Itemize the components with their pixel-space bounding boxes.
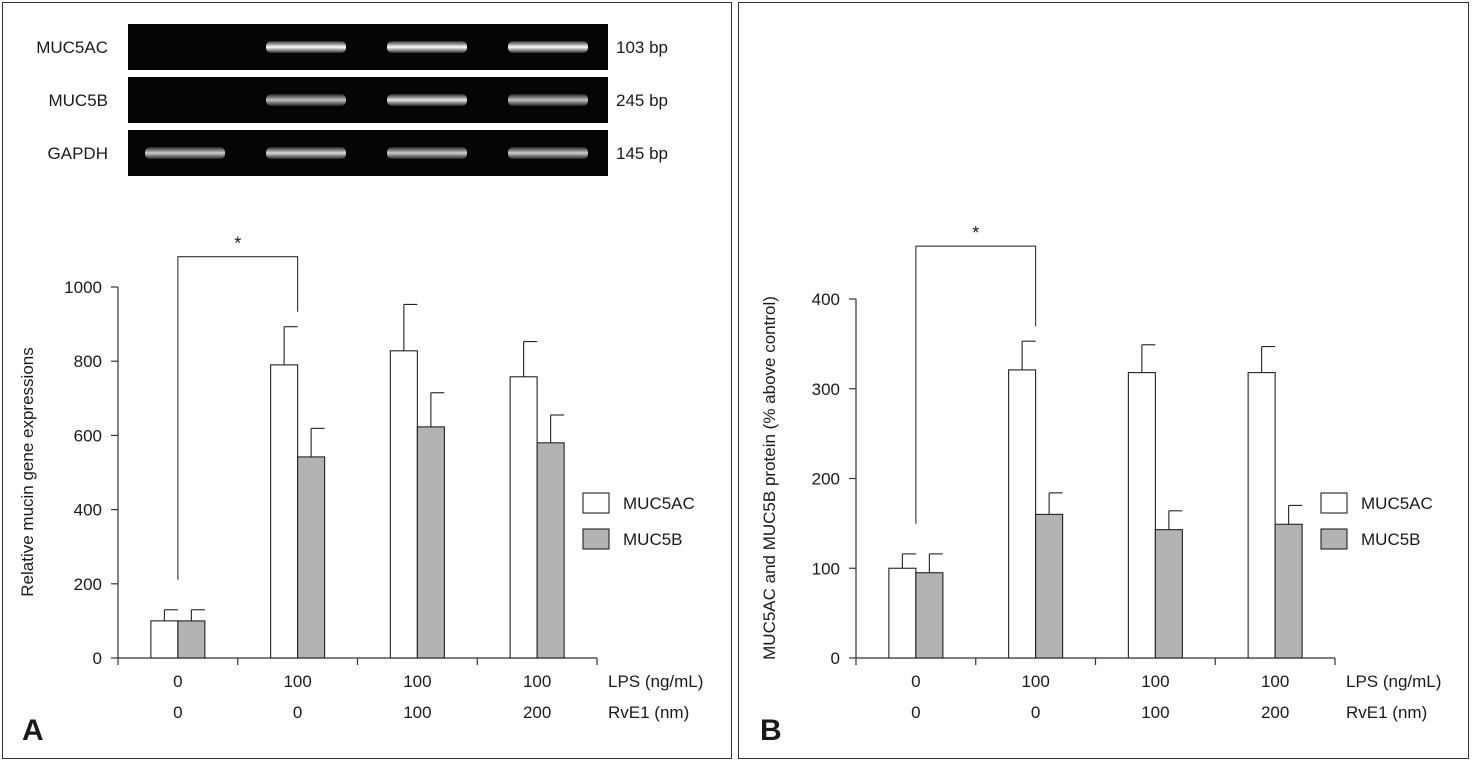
y-tick-label: 200 xyxy=(74,575,102,594)
gel-band xyxy=(266,94,346,106)
gel-band xyxy=(387,94,467,106)
y-tick-label: 1000 xyxy=(64,278,102,297)
bar-muc5ac-3 xyxy=(1247,372,1276,659)
x-row-value: 0 xyxy=(293,703,302,722)
gel-band xyxy=(266,147,346,159)
y-tick-label: 400 xyxy=(74,501,102,520)
legend-swatch-muc5ac xyxy=(1320,492,1348,514)
legend-swatch-muc5b xyxy=(582,528,610,550)
y-tick-label: 800 xyxy=(74,352,102,371)
legend-label-muc5ac: MUC5AC xyxy=(623,494,695,513)
bar-muc5b-0 xyxy=(177,620,206,659)
panel-letter-a: A xyxy=(22,714,44,747)
legend-label-muc5b: MUC5B xyxy=(623,530,683,549)
x-row-value: 100 xyxy=(523,672,551,691)
bar-muc5b-2 xyxy=(1154,529,1183,659)
significance-star: * xyxy=(234,234,241,254)
gel-size-label: 245 bp xyxy=(616,91,668,110)
bar-muc5b-0 xyxy=(915,572,944,659)
y-tick-label: 100 xyxy=(812,559,840,578)
x-row-value: 100 xyxy=(1021,672,1049,691)
gel-band xyxy=(387,147,467,159)
gel-row-label: GAPDH xyxy=(48,144,108,163)
gel-band xyxy=(266,41,346,53)
legend-swatch-muc5b xyxy=(1320,528,1348,550)
gel-image: MUC5AC 103 bp MUC5B 245 bp GAPDH 145 bp xyxy=(36,24,668,176)
x-row-value: 100 xyxy=(283,672,311,691)
y-tick-label: 400 xyxy=(812,290,840,309)
gel-band xyxy=(145,147,225,159)
x-row-label: LPS (ng/mL) xyxy=(1346,672,1441,691)
legend-swatch-muc5ac xyxy=(582,492,610,514)
x-row-value: 0 xyxy=(173,703,182,722)
y-tick-label: 0 xyxy=(93,649,102,668)
bar-muc5ac-0 xyxy=(888,567,917,659)
bar-muc5b-3 xyxy=(1274,523,1303,659)
gel-band xyxy=(508,41,588,53)
x-row-label: RvE1 (nm) xyxy=(1346,703,1427,722)
legend-label-muc5b: MUC5B xyxy=(1361,530,1421,549)
y-axis-label: Relative mucin gene expressions xyxy=(18,347,37,596)
gel-band xyxy=(508,147,588,159)
bar-muc5ac-0 xyxy=(150,620,179,659)
x-row-value: 0 xyxy=(1031,703,1040,722)
x-row-value: 100 xyxy=(403,672,431,691)
gel-band xyxy=(508,94,588,106)
x-row-value: 0 xyxy=(173,672,182,691)
bar-muc5b-1 xyxy=(1035,513,1064,659)
gel-row-label: MUC5AC xyxy=(36,38,108,57)
y-tick-label: 200 xyxy=(812,470,840,489)
y-tick-label: 600 xyxy=(74,426,102,445)
x-row-label: LPS (ng/mL) xyxy=(608,672,703,691)
significance-bracket xyxy=(915,245,1037,524)
x-row-value: 100 xyxy=(1141,703,1169,722)
gel-size-label: 103 bp xyxy=(616,38,668,57)
y-axis-label: MUC5AC and MUC5B protein (% above contro… xyxy=(760,296,779,660)
bar-muc5ac-3 xyxy=(509,376,538,659)
bar-muc5ac-2 xyxy=(1127,372,1156,659)
gel-band xyxy=(387,41,467,53)
x-row-value: 200 xyxy=(1261,703,1289,722)
y-tick-label: 0 xyxy=(831,649,840,668)
significance-bracket xyxy=(177,256,299,580)
y-tick-label: 300 xyxy=(812,380,840,399)
bar-muc5b-2 xyxy=(416,426,445,659)
bar-muc5b-3 xyxy=(536,442,565,659)
panel-a xyxy=(2,2,732,759)
bar-muc5ac-1 xyxy=(1008,369,1037,659)
panel-b-chart: 0 100 200 300 400 MUC5AC and MUC5B protein (%… xyxy=(760,223,1441,747)
panel-letter-b: B xyxy=(760,714,782,747)
x-row-value: 200 xyxy=(523,703,551,722)
gel-row-label: MUC5B xyxy=(48,91,108,110)
bar-muc5ac-1 xyxy=(270,364,299,659)
x-row-value: 100 xyxy=(403,703,431,722)
panel-b xyxy=(738,2,1469,759)
bar-muc5b-1 xyxy=(297,456,326,659)
x-row-value: 0 xyxy=(911,672,920,691)
x-row-value: 0 xyxy=(911,703,920,722)
gel-size-label: 145 bp xyxy=(616,144,668,163)
bar-muc5ac-2 xyxy=(389,350,418,659)
legend-label-muc5ac: MUC5AC xyxy=(1361,494,1433,513)
significance-star: * xyxy=(972,223,979,243)
x-row-value: 100 xyxy=(1261,672,1289,691)
x-row-label: RvE1 (nm) xyxy=(608,703,689,722)
x-row-value: 100 xyxy=(1141,672,1169,691)
